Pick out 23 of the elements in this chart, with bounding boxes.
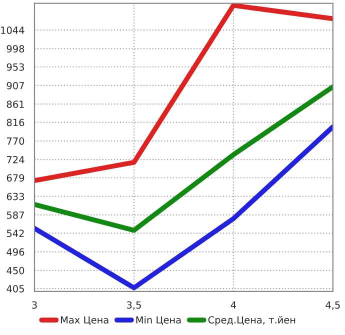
y-tick-label: 542 <box>6 230 24 238</box>
y-tick-label: 1044 <box>1 26 24 34</box>
y-tick-label: 998 <box>6 45 24 52</box>
legend-label: Max Цена <box>61 316 108 325</box>
legend-label: Min Цена <box>136 316 181 325</box>
x-tick-label: 3,5 <box>126 301 141 310</box>
line-series <box>34 84 333 233</box>
legend-label: Сред.Цена, т.йен <box>208 316 296 326</box>
y-tick-label: 405 <box>6 285 24 292</box>
y-tick-label: 816 <box>6 118 24 126</box>
x-tick-label: 4 <box>230 301 236 309</box>
y-tick-label: 679 <box>6 174 24 182</box>
y-tick-label: 907 <box>6 82 24 90</box>
y-tick-label: 450 <box>6 266 24 274</box>
x-tick-label: 3 <box>32 301 37 309</box>
y-tick-label: 770 <box>7 137 24 145</box>
y-tick-label: 496 <box>6 248 24 256</box>
y-tick-label: 861 <box>6 100 24 108</box>
x-tick-label: 4,5 <box>326 301 340 310</box>
y-tick-label: 953 <box>6 63 24 71</box>
y-tick-label: 724 <box>7 156 24 164</box>
y-tick-label: 587 <box>6 211 24 219</box>
y-tick-label: 633 <box>6 192 24 200</box>
